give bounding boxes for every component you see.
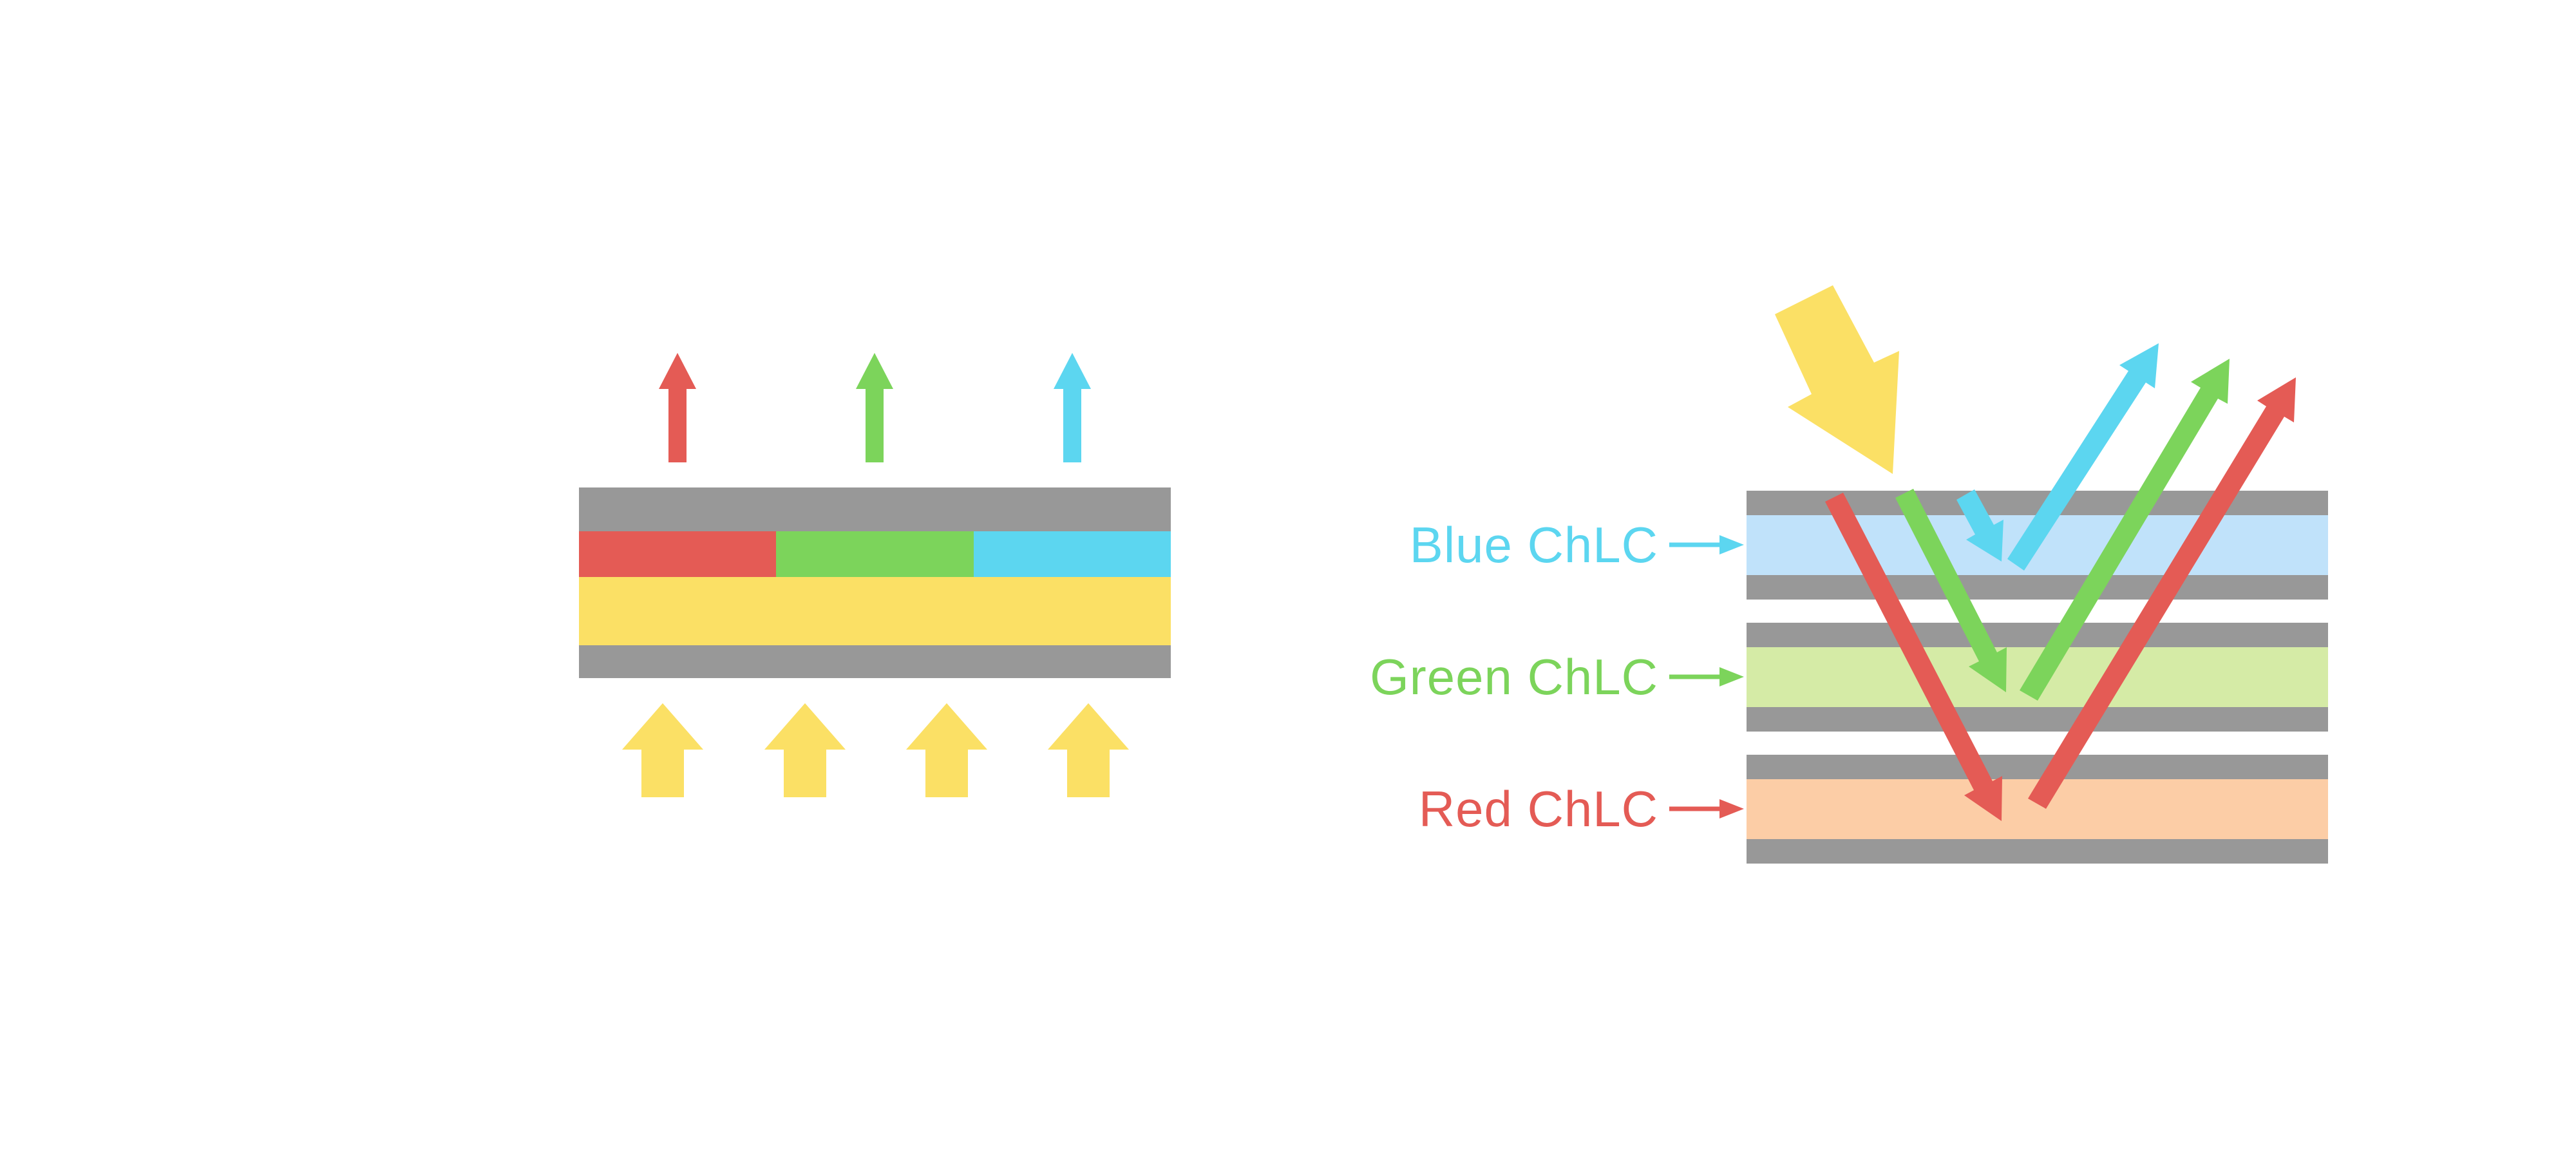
red-reflected-ray	[2028, 377, 2296, 809]
yellow-up-arrow-4-shaft	[1067, 750, 1110, 797]
green-emitted-arrow-shaft	[866, 386, 884, 462]
left-top-gray-bar	[579, 487, 1171, 531]
yellow-up-arrow-2-head	[764, 703, 846, 750]
yellow-up-arrow-1-shaft	[641, 750, 684, 797]
cyan-reflected-ray	[2007, 343, 2159, 571]
red-label-arrow	[1669, 799, 1744, 818]
yellow-up-arrow-3	[906, 703, 987, 797]
green-down-ray	[1895, 489, 2007, 692]
yellow-up-arrow-3-shaft	[925, 750, 968, 797]
blue-label-arrow-shaft	[1669, 542, 1725, 547]
green-label-arrow	[1669, 667, 1744, 686]
green-unit-top-bar	[1747, 623, 2328, 647]
blue-label-arrow	[1669, 535, 1744, 554]
left-bottom-gray-bar	[579, 645, 1171, 678]
yellow-up-arrow-3-head	[906, 703, 987, 750]
green-unit-bottom-bar	[1747, 707, 2328, 732]
blue-unit-bottom-bar	[1747, 575, 2328, 600]
blue-chlc-label: Blue ChLC	[1409, 516, 1658, 573]
green-chlc-label: Green ChLC	[1370, 648, 1658, 705]
green-label-arrow-shaft	[1669, 674, 1725, 679]
yellow-backlight-arrows	[622, 703, 1129, 797]
red-emitted-arrow	[659, 353, 696, 462]
green-emitted-arrow	[856, 353, 893, 462]
left-panel	[579, 353, 1171, 797]
red-down-ray	[1825, 493, 2002, 821]
cyan-emitted-arrow-head	[1054, 353, 1091, 389]
right-panel	[1669, 285, 2328, 864]
yellow-up-arrow-4-head	[1048, 703, 1129, 750]
yellow-incident-arrow	[1775, 285, 1899, 474]
yellow-up-arrow-4	[1048, 703, 1129, 797]
red-chlc-label: Red ChLC	[1418, 780, 1658, 837]
yellow-up-arrow-1	[622, 703, 703, 797]
green-label-arrow-head	[1719, 667, 1744, 686]
left-panel-stack	[579, 487, 1171, 678]
yellow-up-arrow-2	[764, 703, 846, 797]
left-yellow-layer	[579, 577, 1171, 645]
yellow-up-arrow-1-head	[622, 703, 703, 750]
red-emitted-arrow-shaft	[668, 386, 687, 462]
red-label-arrow-shaft	[1669, 806, 1725, 811]
red-unit-bottom-bar	[1747, 839, 2328, 864]
red-emitted-arrow-head	[659, 353, 696, 389]
label-pointer-arrows	[1669, 535, 1744, 818]
left-red-segment	[579, 531, 776, 577]
green-reflected-ray	[2020, 359, 2230, 701]
green-emitted-arrow-head	[856, 353, 893, 389]
cyan-emitted-arrow-shaft	[1063, 386, 1081, 462]
left-green-segment	[776, 531, 974, 577]
red-unit-top-bar	[1747, 755, 2328, 779]
red-label-arrow-head	[1719, 799, 1744, 818]
cyan-emitted-arrow	[1054, 353, 1091, 462]
left-cyan-segment	[974, 531, 1171, 577]
cyan-down-ray	[1956, 489, 2003, 562]
blue-label-arrow-head	[1719, 535, 1744, 554]
yellow-up-arrow-2-shaft	[784, 750, 826, 797]
